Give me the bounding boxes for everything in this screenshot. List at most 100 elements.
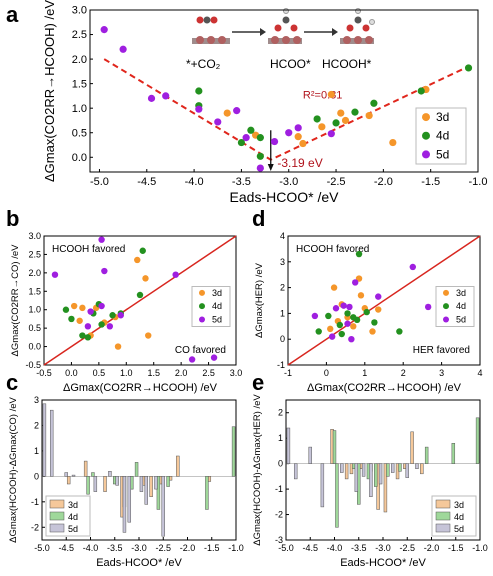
legend-box <box>435 286 475 327</box>
legend-swatch <box>49 523 65 533</box>
y-tick-label: -1 <box>31 497 39 507</box>
point-4d <box>247 126 255 134</box>
x-tick-label: 3.0 <box>230 368 243 378</box>
point-4d <box>370 99 378 107</box>
y-tick-label: 3.0 <box>72 5 87 17</box>
x-tick-label: -1.0 <box>469 176 488 188</box>
bar-4d <box>134 462 139 477</box>
y-tick-label: 2.0 <box>28 268 41 278</box>
point-4d <box>325 312 332 320</box>
point-4d <box>344 310 351 317</box>
point-3d <box>79 304 86 312</box>
point-5d <box>352 279 359 286</box>
point-5d <box>210 354 218 361</box>
bar-5d <box>122 476 127 533</box>
x-axis-label: Eads-HCOO* /eV <box>340 557 426 569</box>
point-4d <box>84 334 92 341</box>
bar-3d <box>410 431 414 464</box>
y-tick-label: 1.5 <box>28 286 41 296</box>
legend-label: 4d <box>456 301 466 311</box>
y-tick-label: -1 <box>277 360 285 370</box>
x-tick-label: 0 <box>324 368 329 378</box>
x-tick-label: -2.0 <box>180 543 196 553</box>
legend-label: 4d <box>68 512 78 522</box>
bar-5d <box>42 403 47 477</box>
legend-marker <box>422 113 430 122</box>
point-3d <box>341 116 350 125</box>
point-4d <box>79 332 86 339</box>
legend-label: 4d <box>436 129 449 143</box>
x-tick-label: -0.5 <box>36 368 52 378</box>
point-5d <box>328 333 336 340</box>
bar-5d <box>108 471 112 477</box>
legend-a: 3d 4d 5d <box>415 107 467 165</box>
x-tick-label: -3.0 <box>279 176 298 188</box>
point-4d <box>396 328 403 335</box>
point-4d <box>136 291 144 299</box>
point-4d <box>417 87 425 95</box>
legend-label: 3d <box>212 288 222 298</box>
bar-5d <box>308 446 312 464</box>
point-5d <box>340 302 347 309</box>
arrow-icon-2 <box>304 28 338 36</box>
x-tick-label: 1.5 <box>147 368 160 378</box>
bar-4d <box>91 472 95 477</box>
x-axis-label: Eads-HCOO* /eV <box>96 557 182 569</box>
legend-swatch <box>435 523 451 533</box>
x-tick-label: -5.0 <box>34 543 50 553</box>
point-4d <box>315 328 322 335</box>
point-3d <box>365 111 373 120</box>
y-tick-label: 0.0 <box>72 152 87 164</box>
point-5d <box>147 94 156 102</box>
point-3d <box>145 332 152 339</box>
bar-3d <box>103 476 107 492</box>
point-5d <box>162 92 170 100</box>
point-3d <box>369 328 376 335</box>
plot-frame-a <box>89 9 479 173</box>
y-tick-label: 4 <box>280 231 285 241</box>
x-axis-label: Eads-HCOO* /eV <box>230 189 340 205</box>
point-5d <box>87 308 94 315</box>
bar-4d <box>398 463 402 472</box>
bar-4d <box>166 476 170 487</box>
y-tick-label: 3 <box>34 395 39 405</box>
legend-marker <box>199 289 205 296</box>
x-tick-label: -1.0 <box>472 543 488 553</box>
bar-5d <box>161 476 165 537</box>
legend-label: 4d <box>212 301 222 311</box>
x-tick-label: -4.5 <box>58 543 74 553</box>
chart-d: -1 0 1 2 3 4 -1 0 1 2 3 4 ΔGmax(CO2RR→HCOOH) /eV ΔGma… <box>254 231 483 394</box>
molecule-hcooh-icon <box>340 8 375 44</box>
legend-swatch <box>49 499 65 509</box>
point-5d <box>285 129 293 137</box>
point-4d <box>313 115 321 123</box>
y-tick-label: -0.5 <box>25 360 41 370</box>
legend-swatch <box>435 499 451 509</box>
bar-5d <box>64 472 68 477</box>
point-5d <box>348 336 355 343</box>
y-tick-label: 2 <box>280 283 285 293</box>
bar-5d <box>127 476 132 523</box>
x-tick-label: 0.0 <box>65 368 78 378</box>
y-tick-label: 0.5 <box>28 323 41 333</box>
legend-marker <box>443 316 449 323</box>
point-3d <box>294 133 302 141</box>
y-tick-label: 1 <box>278 433 283 443</box>
y-tick-label: 2 <box>278 408 283 418</box>
mechanism-label-2: HCOO* <box>270 57 311 71</box>
legend-label: 5d <box>436 147 449 161</box>
fit-line <box>103 58 469 161</box>
x-tick-label: -1.5 <box>204 543 220 553</box>
point-5d <box>98 302 105 310</box>
bar-5d <box>369 463 373 497</box>
mechanism-illustration: *+CO₂ HCOO* HCOOH* <box>186 8 375 71</box>
x-tick-label: -3.5 <box>351 543 367 553</box>
point-5d <box>375 293 382 300</box>
y-tick-label: -3 <box>275 535 283 545</box>
point-5d <box>311 312 319 320</box>
x-tick-label: -1.0 <box>228 543 244 553</box>
bar-5d <box>293 463 298 480</box>
y-tick-label: -2 <box>31 522 39 532</box>
bar-5d <box>93 476 98 492</box>
point-5d <box>270 137 279 146</box>
